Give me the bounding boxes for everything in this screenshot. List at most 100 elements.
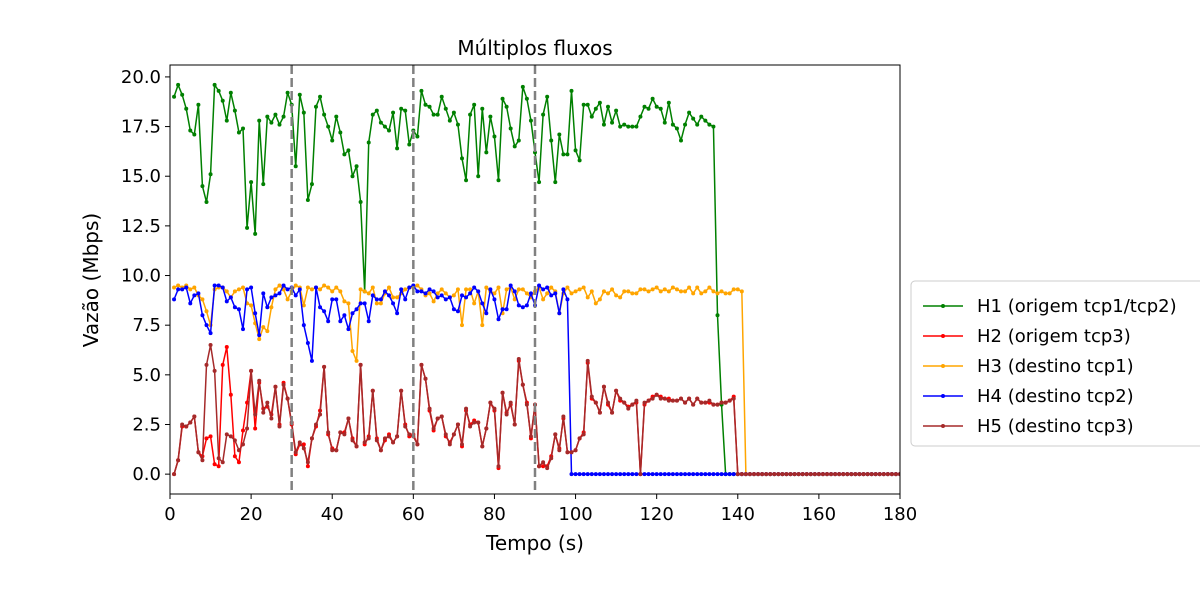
data-point	[967, 472, 971, 476]
data-point	[196, 291, 201, 296]
data-point	[439, 414, 444, 419]
data-point	[601, 289, 606, 294]
data-point	[1032, 472, 1036, 476]
data-point	[1008, 472, 1012, 476]
data-point	[593, 106, 598, 111]
data-point	[687, 110, 692, 115]
data-point	[784, 472, 789, 477]
data-point	[427, 104, 432, 109]
y-tick-label: 12.5	[121, 216, 161, 237]
data-point	[634, 291, 639, 296]
data-point	[455, 422, 460, 427]
data-point	[1048, 472, 1052, 476]
data-point	[528, 118, 533, 123]
data-point	[1020, 472, 1024, 476]
data-point	[910, 472, 914, 476]
data-point	[1060, 472, 1064, 476]
x-tick-label: 180	[883, 504, 917, 525]
data-point	[407, 285, 412, 290]
data-point	[285, 297, 290, 302]
data-point	[1052, 472, 1056, 476]
data-point	[910, 472, 914, 476]
y-tick-label: 20.0	[121, 67, 161, 88]
data-point	[687, 396, 692, 401]
data-point	[1076, 472, 1080, 476]
data-point	[480, 323, 485, 328]
data-point	[703, 289, 708, 294]
data-point	[1028, 472, 1032, 476]
data-point	[265, 114, 270, 119]
data-point	[723, 291, 728, 296]
data-point	[991, 472, 995, 476]
data-point	[963, 472, 967, 476]
data-point	[699, 291, 704, 296]
data-point	[1052, 472, 1056, 476]
data-point	[963, 472, 967, 476]
data-point	[658, 289, 663, 294]
data-point	[508, 126, 513, 131]
x-tick-label: 60	[402, 504, 425, 525]
y-tick-label: 7.5	[132, 315, 161, 336]
data-point	[585, 102, 590, 107]
data-point	[1044, 472, 1048, 476]
data-point	[309, 287, 314, 292]
data-point	[979, 472, 983, 476]
x-tick-label: 140	[721, 504, 755, 525]
data-point	[468, 291, 473, 296]
data-point	[812, 472, 817, 477]
data-point	[403, 108, 408, 113]
data-point	[589, 114, 594, 119]
data-point	[1089, 472, 1093, 476]
data-point	[520, 305, 525, 310]
data-point	[228, 434, 233, 439]
data-point	[597, 410, 602, 415]
data-point	[951, 472, 955, 476]
data-point	[971, 472, 975, 476]
data-point	[557, 132, 562, 137]
data-point	[460, 323, 464, 328]
data-point	[918, 472, 922, 476]
data-point	[979, 472, 983, 476]
data-point	[358, 287, 363, 292]
data-point	[370, 285, 375, 290]
data-point	[991, 472, 995, 476]
data-point	[804, 472, 809, 477]
data-point	[516, 303, 521, 308]
data-point	[468, 287, 473, 292]
legend-box	[910, 280, 1200, 447]
data-point	[249, 368, 254, 373]
data-point	[918, 472, 922, 476]
data-point	[1060, 472, 1064, 476]
data-point	[597, 472, 602, 477]
data-point	[455, 122, 460, 127]
data-point	[180, 422, 185, 427]
data-point	[330, 289, 335, 294]
data-point	[768, 472, 773, 477]
data-point	[569, 88, 574, 93]
data-point	[338, 289, 343, 294]
data-point	[443, 106, 448, 111]
data-point	[228, 392, 233, 397]
data-point	[464, 406, 469, 411]
data-point	[1056, 472, 1060, 476]
data-point	[253, 426, 258, 431]
data-point	[1048, 472, 1052, 476]
data-point	[549, 456, 554, 461]
data-point	[1020, 472, 1024, 476]
x-tick-label: 160	[802, 504, 836, 525]
data-point	[423, 291, 428, 296]
data-point	[881, 472, 886, 477]
data-point	[257, 333, 262, 338]
data-point	[707, 398, 712, 403]
data-point	[991, 472, 995, 476]
data-point	[796, 472, 801, 477]
data-point	[322, 309, 327, 314]
data-point	[585, 358, 590, 363]
data-point	[1008, 472, 1012, 476]
data-point	[500, 390, 505, 395]
data-point	[1012, 472, 1016, 476]
data-point	[249, 180, 254, 185]
data-point	[318, 287, 323, 292]
data-point	[893, 472, 898, 477]
